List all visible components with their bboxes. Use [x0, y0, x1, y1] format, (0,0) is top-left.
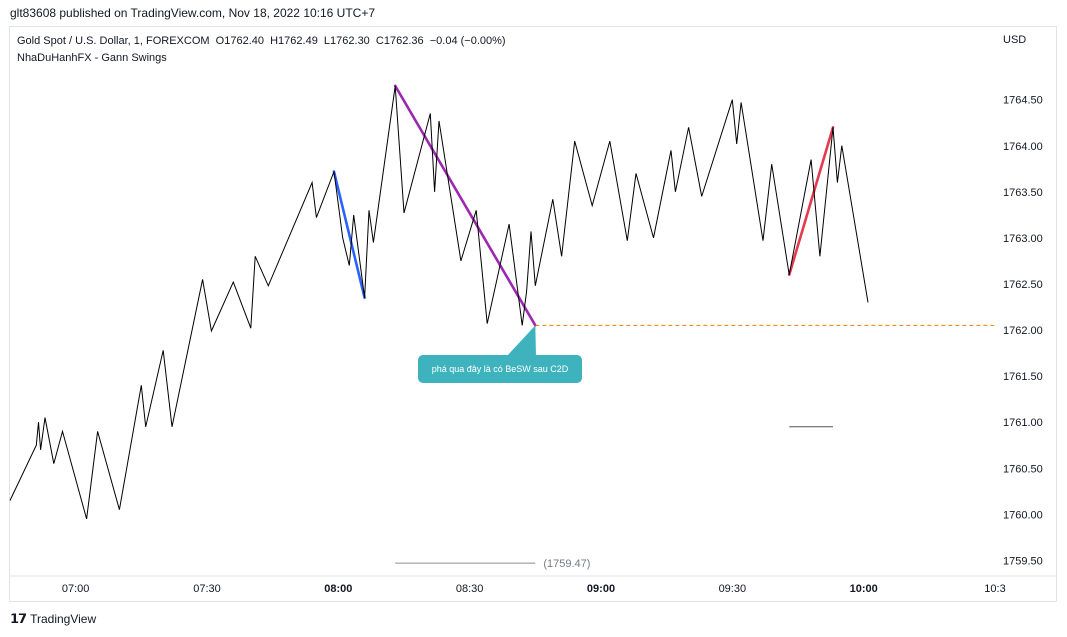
x-tick-label: 08:00	[324, 583, 352, 595]
annotation-callout[interactable]	[418, 355, 582, 383]
swing-line-blue[interactable]	[332, 170, 366, 300]
price-series-line[interactable]	[9, 85, 869, 520]
currency-label: USD	[1003, 34, 1027, 46]
low-marker-label: (1759.47)	[543, 558, 590, 570]
x-tick-label: 09:30	[719, 583, 747, 595]
x-tick-label: 10:3	[984, 583, 1005, 595]
y-tick-label: 1762.50	[1003, 279, 1043, 291]
annotation-pointer	[506, 325, 536, 357]
x-tick-label: 10:00	[850, 583, 878, 595]
y-tick-label: 1761.00	[1003, 417, 1043, 429]
annotation-text: phá qua đây là có BeSW sau C2D	[432, 364, 569, 374]
swing-line-purple[interactable]	[393, 84, 537, 327]
y-tick-label: 1759.50	[1003, 555, 1043, 567]
y-axis[interactable]: 1764.50 1764.00 1763.50 1763.00 1762.50 1762.…	[1003, 95, 1043, 568]
y-tick-label: 1763.00	[1003, 233, 1043, 245]
y-tick-label: 1760.00	[1003, 509, 1043, 521]
tradingview-brand-label: TradingView	[30, 612, 97, 626]
swing-line-red[interactable]	[787, 126, 835, 277]
y-tick-label: 1760.50	[1003, 463, 1043, 475]
x-tick-label: 07:00	[62, 583, 90, 595]
x-tick-label: 07:30	[193, 583, 221, 595]
tradingview-footer[interactable]: 𝟭𝟳 TradingView	[10, 611, 96, 627]
chart-frame	[9, 26, 1057, 602]
published-by-text: glt83608 published on TradingView.com, N…	[10, 6, 376, 20]
price-series-layer	[9, 85, 869, 520]
y-tick-label: 1763.50	[1003, 187, 1043, 199]
y-tick-label: 1762.00	[1003, 325, 1043, 337]
x-tick-label: 09:00	[587, 583, 615, 595]
symbol-legend[interactable]: Gold Spot / U.S. Dollar, 1, FOREXCOM O17…	[17, 35, 506, 47]
overlay-layer: (1759.47) phá qua đây là có BeSW sau C2D	[395, 324, 995, 570]
gann-swings-layer	[332, 84, 835, 327]
y-tick-label: 1764.50	[1003, 95, 1043, 107]
y-tick-label: 1764.00	[1003, 141, 1043, 153]
y-tick-label: 1761.50	[1003, 371, 1043, 383]
indicator-legend[interactable]: NhaDuHanhFX - Gann Swings	[17, 52, 167, 64]
x-axis[interactable]: 07:00 07:30 08:00 08:30 09:00 09:30 10:00 10:3	[62, 583, 1006, 595]
x-tick-label: 08:30	[456, 583, 484, 595]
tradingview-logo-icon: 𝟭𝟳	[10, 611, 27, 626]
